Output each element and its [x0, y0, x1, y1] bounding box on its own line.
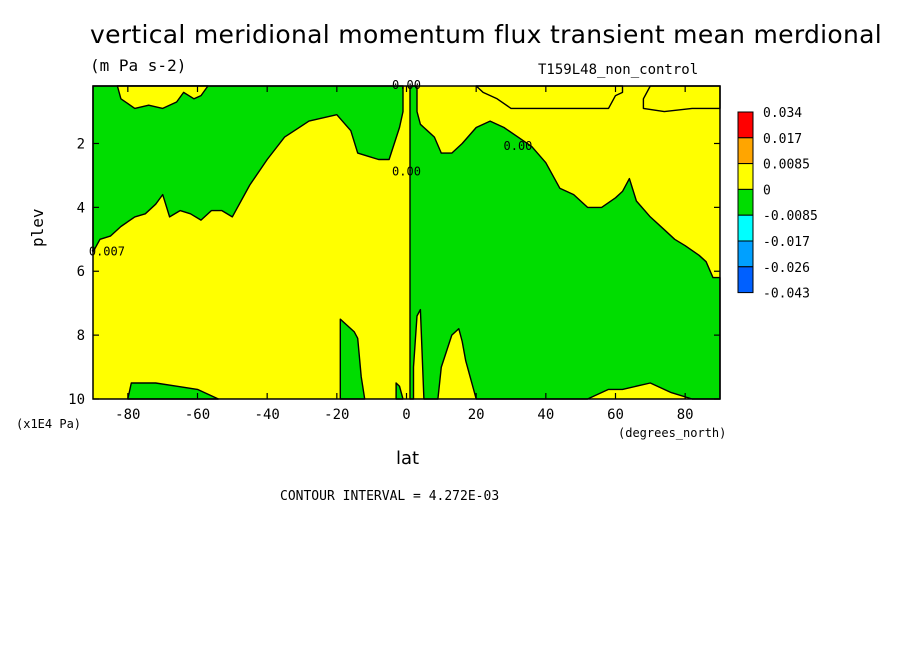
legend-label: 0.017	[763, 132, 802, 147]
legend-swatch	[737, 137, 754, 165]
x-tick-label: -20	[324, 407, 349, 423]
chart-title: vertical meridional momentum flux transi…	[90, 20, 883, 49]
x-tick-label: 80	[677, 407, 694, 423]
x-tick-label: -80	[115, 407, 140, 423]
y-tick-label: 4	[77, 200, 85, 216]
y-tick-label: 8	[77, 328, 85, 344]
x-tick-label: -40	[255, 407, 280, 423]
contour-label: 0.00	[392, 78, 421, 92]
top-yellow-south	[116, 85, 209, 110]
legend-swatch	[737, 111, 754, 139]
x-axis-label: lat	[396, 448, 420, 469]
x-tick-label: 0	[402, 407, 410, 423]
units-label: (m Pa s-2)	[90, 56, 187, 75]
northern-green	[409, 85, 721, 400]
legend-label: -0.026	[763, 261, 810, 276]
legend-swatch	[737, 163, 754, 190]
y-tick-label: 2	[77, 136, 85, 152]
legend-label: 0.034	[763, 106, 802, 121]
legend-swatch	[737, 266, 754, 294]
x-tick-label: 20	[468, 407, 485, 423]
y-tick-label: 6	[77, 264, 85, 280]
run-label: T159L48_non_control	[538, 62, 699, 78]
x-axis-units: (degrees_north)	[618, 426, 727, 440]
legend-label: -0.0085	[763, 209, 818, 224]
y-tick-label: 10	[68, 392, 85, 408]
top-yellow-northeast	[642, 85, 721, 113]
contour-label: 0.00	[392, 164, 421, 178]
low-green-15s	[339, 318, 366, 400]
legend-swatch	[737, 188, 754, 216]
contour-interval-text: CONTOUR INTERVAL = 4.272E-03	[280, 489, 500, 504]
x-tick-label: 60	[607, 407, 624, 423]
southern-upper-green	[92, 85, 404, 253]
y-axis-units: (x1E4 Pa)	[16, 417, 82, 431]
x-tick-label: 40	[537, 407, 554, 423]
legend-swatch	[737, 214, 754, 242]
contour-label: 0.00	[504, 139, 533, 153]
legend-label: -0.017	[763, 235, 810, 250]
top-yellow-north	[475, 85, 624, 110]
legend-label: -0.043	[763, 287, 810, 302]
contour-label: 0.007	[89, 244, 125, 258]
legend-label: 0.0085	[763, 158, 810, 173]
legend-label: 0	[763, 183, 771, 198]
x-tick-label: -60	[185, 407, 210, 423]
legend-swatch	[737, 240, 754, 268]
